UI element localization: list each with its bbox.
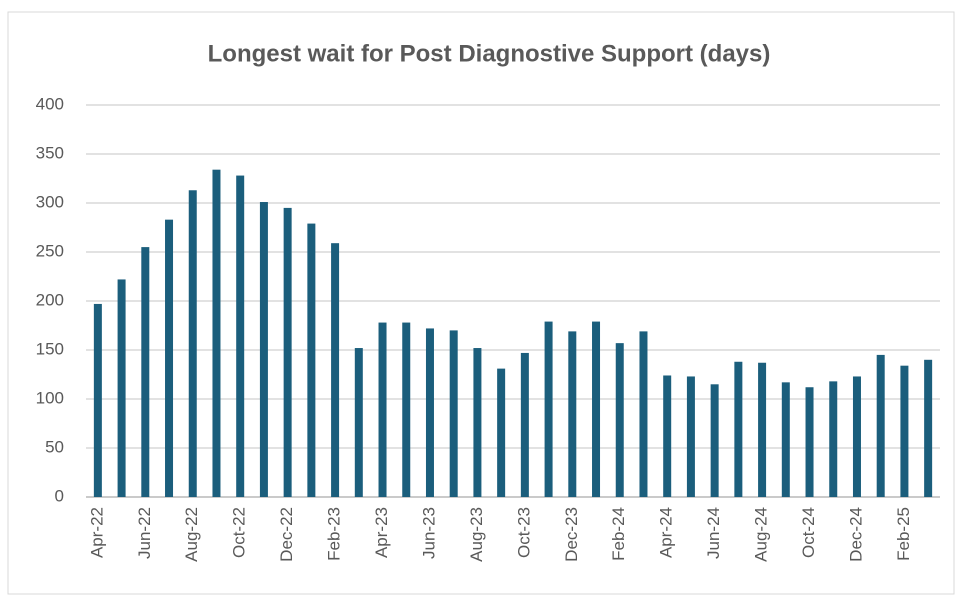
y-tick-label: 0 — [55, 486, 64, 505]
bar — [165, 219, 174, 497]
x-tick-label: Aug-22 — [182, 507, 201, 562]
y-tick-label: 50 — [45, 437, 64, 456]
y-tick-label: 100 — [36, 388, 64, 407]
bar — [710, 384, 719, 497]
bar — [615, 343, 624, 497]
x-tick-label: Feb-25 — [894, 507, 913, 561]
bar — [378, 322, 387, 497]
y-tick-label: 300 — [36, 192, 64, 211]
bar — [473, 348, 482, 497]
bar — [734, 361, 743, 497]
bar — [117, 279, 126, 497]
x-tick-label: Dec-24 — [846, 507, 865, 562]
bar — [900, 365, 909, 497]
bar — [259, 202, 268, 497]
bar — [758, 362, 767, 497]
y-tick-label: 150 — [36, 339, 64, 358]
x-tick-label: Oct-24 — [799, 507, 818, 558]
bar — [449, 330, 458, 497]
bar — [639, 331, 648, 497]
x-tick-label: Feb-23 — [325, 507, 344, 561]
x-tick-label: Jun-23 — [419, 507, 438, 559]
bar — [331, 243, 340, 497]
bar — [307, 223, 316, 497]
x-tick-label: Apr-22 — [87, 507, 106, 558]
bar — [568, 331, 577, 497]
bar — [141, 247, 150, 497]
bar — [592, 321, 601, 497]
bar — [781, 382, 790, 497]
bar — [663, 375, 672, 497]
bar — [402, 322, 411, 497]
x-tick-label: Oct-23 — [514, 507, 533, 558]
x-tick-label: Oct-22 — [230, 507, 249, 558]
bar — [283, 207, 292, 497]
y-tick-label: 250 — [36, 241, 64, 260]
bar — [212, 169, 221, 497]
x-tick-label: Jun-22 — [135, 507, 154, 559]
y-tick-label: 400 — [36, 94, 64, 113]
bar — [924, 359, 933, 497]
x-tick-label: Dec-23 — [562, 507, 581, 562]
bar — [236, 175, 245, 497]
bar — [544, 321, 553, 497]
bar — [520, 352, 529, 497]
bar — [805, 387, 814, 497]
chart-title: Longest wait for Post Diagnostive Suppor… — [208, 40, 771, 67]
y-tick-label: 200 — [36, 290, 64, 309]
x-tick-label: Apr-24 — [657, 507, 676, 558]
x-tick-label: Aug-24 — [752, 507, 771, 562]
bar — [188, 190, 197, 497]
chart-border — [7, 11, 955, 595]
bar — [829, 381, 838, 497]
bar — [354, 348, 363, 497]
x-tick-label: Feb-24 — [609, 507, 628, 561]
y-tick-label: 350 — [36, 143, 64, 162]
bar — [93, 303, 102, 497]
x-tick-label: Dec-22 — [277, 507, 296, 562]
x-tick-label: Apr-23 — [372, 507, 391, 558]
bar — [497, 368, 506, 497]
bar — [686, 376, 695, 497]
x-tick-label: Aug-23 — [467, 507, 486, 562]
x-tick-label: Jun-24 — [704, 507, 723, 559]
bar — [876, 354, 885, 497]
bar — [425, 328, 434, 497]
bar — [852, 376, 861, 497]
